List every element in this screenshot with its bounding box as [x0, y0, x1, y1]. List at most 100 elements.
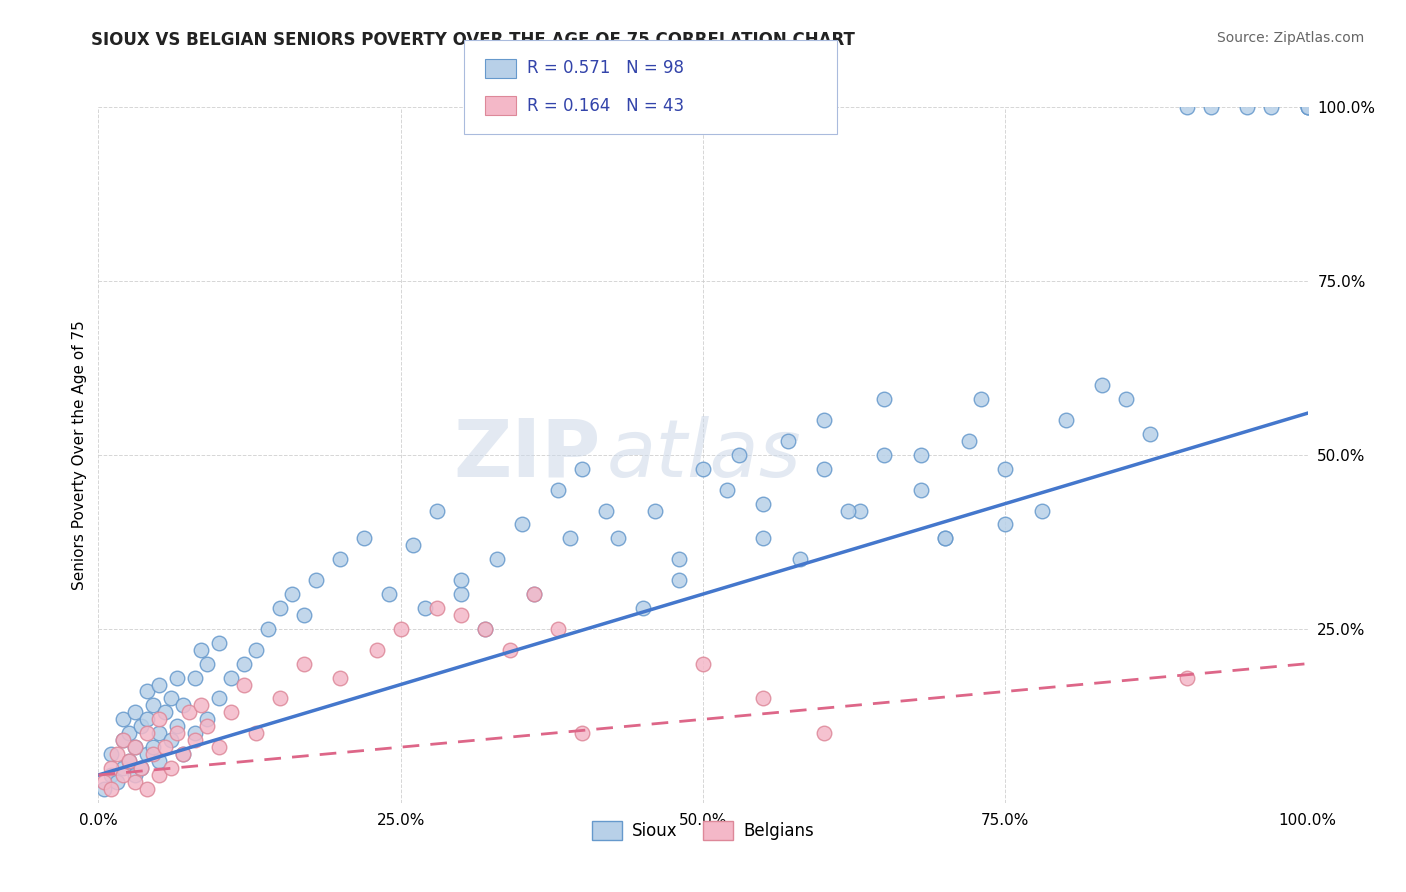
- Point: [111, 712, 134, 726]
- Point: [813, 413, 835, 427]
- Point: [1199, 100, 1222, 114]
- Point: [172, 747, 194, 761]
- Point: [232, 677, 254, 691]
- Point: [245, 726, 267, 740]
- Point: [172, 747, 194, 761]
- Point: [195, 712, 218, 726]
- Point: [1139, 427, 1161, 442]
- Point: [571, 726, 593, 740]
- Point: [166, 671, 188, 685]
- Point: [142, 698, 165, 713]
- Point: [994, 517, 1017, 532]
- Point: [129, 761, 152, 775]
- Point: [910, 448, 932, 462]
- Point: [873, 392, 896, 407]
- Legend: Sioux, Belgians: Sioux, Belgians: [586, 814, 820, 847]
- Point: [160, 691, 183, 706]
- Text: atlas: atlas: [606, 416, 801, 494]
- Point: [184, 671, 207, 685]
- Point: [135, 726, 157, 740]
- Point: [135, 747, 157, 761]
- Point: [256, 622, 278, 636]
- Point: [111, 733, 134, 747]
- Point: [100, 781, 122, 796]
- Point: [668, 573, 690, 587]
- Point: [523, 587, 546, 601]
- Point: [486, 552, 509, 566]
- Point: [607, 532, 630, 546]
- Point: [111, 761, 134, 775]
- Point: [752, 497, 775, 511]
- Point: [644, 503, 666, 517]
- Point: [837, 503, 859, 517]
- Point: [752, 691, 775, 706]
- Point: [752, 532, 775, 546]
- Point: [474, 622, 496, 636]
- Point: [413, 601, 436, 615]
- Point: [292, 607, 315, 622]
- Point: [93, 775, 115, 789]
- Point: [148, 677, 170, 691]
- Point: [281, 587, 304, 601]
- Point: [813, 462, 835, 476]
- Point: [957, 434, 980, 448]
- Point: [105, 775, 128, 789]
- Point: [450, 587, 472, 601]
- Point: [221, 671, 243, 685]
- Point: [129, 761, 152, 775]
- Point: [100, 761, 122, 775]
- Point: [329, 552, 352, 566]
- Point: [450, 607, 472, 622]
- Point: [208, 691, 231, 706]
- Point: [994, 462, 1017, 476]
- Point: [292, 657, 315, 671]
- Point: [1091, 378, 1114, 392]
- Point: [118, 726, 141, 740]
- Point: [402, 538, 425, 552]
- Point: [269, 601, 291, 615]
- Point: [135, 712, 157, 726]
- Point: [305, 573, 328, 587]
- Point: [1054, 413, 1077, 427]
- Point: [111, 768, 134, 782]
- Point: [124, 768, 146, 782]
- Point: [510, 517, 533, 532]
- Point: [776, 434, 799, 448]
- Point: [558, 532, 581, 546]
- Point: [377, 587, 399, 601]
- Point: [1175, 100, 1198, 114]
- Point: [105, 747, 128, 761]
- Point: [389, 622, 412, 636]
- Point: [208, 740, 231, 755]
- Point: [184, 726, 207, 740]
- Point: [1260, 100, 1282, 114]
- Point: [100, 747, 122, 761]
- Point: [148, 768, 170, 782]
- Point: [1296, 100, 1319, 114]
- Point: [970, 392, 993, 407]
- Point: [329, 671, 352, 685]
- Point: [221, 706, 243, 720]
- Point: [148, 726, 170, 740]
- Point: [716, 483, 738, 497]
- Point: [910, 483, 932, 497]
- Point: [124, 740, 146, 755]
- Point: [366, 642, 388, 657]
- Point: [571, 462, 593, 476]
- Point: [124, 775, 146, 789]
- Point: [153, 706, 176, 720]
- Point: [153, 740, 176, 755]
- Point: [426, 601, 449, 615]
- Point: [631, 601, 654, 615]
- Text: R = 0.164   N = 43: R = 0.164 N = 43: [527, 96, 685, 114]
- Point: [934, 532, 956, 546]
- Point: [142, 747, 165, 761]
- Point: [353, 532, 375, 546]
- Point: [813, 726, 835, 740]
- Y-axis label: Seniors Poverty Over the Age of 75: Seniors Poverty Over the Age of 75: [72, 320, 87, 590]
- Point: [166, 726, 188, 740]
- Point: [100, 768, 122, 782]
- Text: R = 0.571   N = 98: R = 0.571 N = 98: [527, 60, 685, 78]
- Point: [1031, 503, 1053, 517]
- Point: [245, 642, 267, 657]
